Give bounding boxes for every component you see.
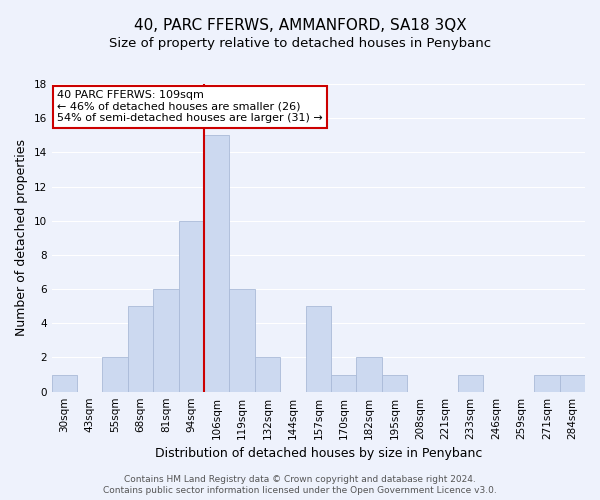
Text: Size of property relative to detached houses in Penybanc: Size of property relative to detached ho… — [109, 38, 491, 51]
Bar — [331, 374, 356, 392]
Bar — [128, 306, 153, 392]
Bar — [382, 374, 407, 392]
Bar — [534, 374, 560, 392]
Text: 40, PARC FFERWS, AMMANFORD, SA18 3QX: 40, PARC FFERWS, AMMANFORD, SA18 3QX — [134, 18, 466, 32]
Y-axis label: Number of detached properties: Number of detached properties — [15, 140, 28, 336]
Bar — [305, 306, 331, 392]
Text: Contains public sector information licensed under the Open Government Licence v3: Contains public sector information licen… — [103, 486, 497, 495]
Bar — [204, 136, 229, 392]
Text: 40 PARC FFERWS: 109sqm
← 46% of detached houses are smaller (26)
54% of semi-det: 40 PARC FFERWS: 109sqm ← 46% of detached… — [57, 90, 323, 124]
Bar — [229, 289, 255, 392]
Bar — [153, 289, 179, 392]
Bar — [560, 374, 585, 392]
Bar — [255, 358, 280, 392]
Text: Contains HM Land Registry data © Crown copyright and database right 2024.: Contains HM Land Registry data © Crown c… — [124, 475, 476, 484]
Bar — [103, 358, 128, 392]
Bar — [52, 374, 77, 392]
Bar — [179, 220, 204, 392]
Bar — [356, 358, 382, 392]
Bar — [458, 374, 484, 392]
X-axis label: Distribution of detached houses by size in Penybanc: Distribution of detached houses by size … — [155, 447, 482, 460]
